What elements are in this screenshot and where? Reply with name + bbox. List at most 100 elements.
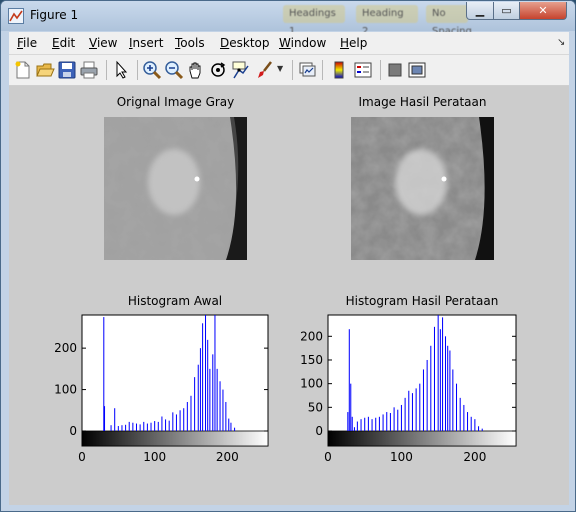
histogram-awal-bar	[128, 421, 130, 431]
histogram-awal-bar	[139, 424, 141, 431]
histogram-awal-bar	[125, 424, 127, 431]
histogram-awal-bar	[190, 395, 192, 431]
histogram-perataan-xtick-label: 100	[390, 450, 413, 464]
histogram-awal-ytick-label: 200	[54, 341, 77, 355]
histogram-perataan-ytick-label: 100	[300, 377, 323, 391]
toolbar-separator	[322, 60, 323, 80]
figure-toolbar: ▼	[9, 55, 569, 86]
histogram-perataan-bar	[404, 397, 406, 431]
histogram-perataan-bar	[400, 404, 402, 431]
hide-plot-tools-icon[interactable]	[385, 60, 405, 80]
histogram-awal-ytick-label: 100	[54, 383, 77, 397]
histogram-awal-bar	[143, 421, 145, 431]
histogram-perataan-xtick-label: 200	[463, 450, 486, 464]
menu-desktop[interactable]: Desktop	[220, 36, 270, 50]
background-tab: Heading 2	[356, 5, 418, 37]
dock-figure-icon[interactable]: ↘	[557, 37, 566, 48]
histogram-perataan-bar	[449, 350, 451, 431]
histogram-perataan-bar	[386, 412, 388, 431]
histogram-perataan-bar	[439, 329, 441, 431]
toolbar-separator	[106, 60, 107, 80]
histogram-perataan-bar	[447, 345, 449, 431]
brush-dropdown-icon[interactable]: ▼	[277, 64, 284, 73]
close-button[interactable]: ✕	[519, 2, 567, 20]
histogram-perataan-ytick-label: 0	[315, 424, 323, 438]
original-gray-image	[104, 117, 247, 260]
histogram-awal-bar	[117, 426, 119, 431]
histogram-perataan-bar	[422, 369, 424, 431]
histogram-perataan-colorbar	[327, 430, 517, 447]
colorbar-icon[interactable]	[329, 60, 349, 80]
histogram-awal-bar	[121, 425, 123, 431]
toolbar-separator	[137, 60, 138, 80]
title-bar[interactable]: Figure 1 Headings 1 Heading 2 No Spacing…	[1, 1, 575, 37]
legend-icon[interactable]	[353, 60, 373, 80]
histogram-perataan-bar	[459, 397, 461, 431]
link-plot-icon[interactable]	[297, 60, 317, 80]
data-cursor-icon[interactable]	[230, 60, 250, 80]
histogram-perataan-bar	[350, 383, 352, 431]
histogram-awal-bar	[209, 368, 211, 431]
histogram-awal-xtick-label: 100	[143, 450, 166, 464]
histogram-awal-bar	[179, 410, 181, 431]
minimize-button[interactable]: ▁	[466, 2, 494, 20]
histogram-awal-bar	[186, 402, 188, 431]
histogram-perataan-bar	[474, 419, 476, 431]
menu-insert[interactable]: Insert	[129, 36, 164, 50]
histogram-perataan-bar	[415, 388, 417, 431]
histogram-awal-bar	[197, 364, 199, 431]
histogram-awal-bar	[205, 315, 207, 431]
histogram-plots: Histogram Awal 0 100 200 0 100 200 Histogram Ha…	[54, 294, 517, 464]
histogram-awal-bar	[199, 348, 201, 431]
histogram-perataan-bar	[430, 345, 432, 431]
zoom-out-icon[interactable]	[164, 60, 184, 80]
top-left-title: Orignal Image Gray	[116, 95, 235, 109]
histogram-awal-bar	[222, 389, 224, 431]
histogram-perataan-xtick-label: 0	[324, 450, 332, 464]
show-plot-tools-icon[interactable]	[407, 60, 427, 80]
histogram-awal-bar	[114, 408, 116, 431]
figure-canvas: Orignal Image Gray Image Hasil Perataan	[9, 86, 569, 505]
histogram-awal-bar	[104, 406, 106, 431]
histogram-perataan-bar	[389, 413, 391, 431]
histogram-perataan-bar	[481, 428, 483, 431]
histogram-awal-bar	[214, 315, 216, 431]
pan-icon[interactable]	[186, 60, 206, 80]
maximize-button[interactable]: ▭	[493, 2, 520, 20]
background-tab: Headings 1	[283, 5, 345, 37]
print-icon[interactable]	[79, 60, 99, 80]
toolbar-separator	[292, 60, 293, 80]
histogram-perataan-bar	[353, 427, 355, 431]
histogram-perataan-bar	[426, 359, 428, 431]
histogram-perataan-bar	[367, 416, 369, 431]
edit-plot-icon[interactable]	[112, 60, 132, 80]
menu-file[interactable]: File	[17, 36, 38, 50]
histogram-awal-bar	[154, 421, 156, 431]
new-figure-icon[interactable]	[13, 60, 33, 80]
menu-view[interactable]: View	[89, 36, 118, 50]
histogram-awal-bar	[175, 414, 177, 431]
histogram-awal-bar	[216, 368, 218, 431]
open-file-icon[interactable]	[35, 60, 55, 80]
menu-window[interactable]: Window	[279, 36, 327, 50]
histogram-awal-bar	[225, 402, 227, 431]
histogram-awal-bar	[132, 422, 134, 431]
histogram-awal-bar	[202, 323, 204, 431]
histogram-perataan-bar	[347, 412, 349, 431]
histogram-awal-bar	[228, 418, 230, 431]
histogram-perataan-bar	[411, 393, 413, 431]
rotate-3d-icon[interactable]	[208, 60, 228, 80]
histogram-perataan-bar	[371, 419, 373, 431]
histogram-perataan-bar	[397, 409, 399, 431]
menu-edit[interactable]: Edit	[52, 36, 76, 50]
menu-help[interactable]: Help	[340, 36, 368, 50]
menu-tools[interactable]: Tools	[175, 36, 205, 50]
histogram-awal-bar	[234, 427, 236, 431]
zoom-in-icon[interactable]	[142, 60, 162, 80]
histogram-awal-bar	[194, 377, 196, 431]
save-icon[interactable]	[57, 60, 77, 80]
brush-icon[interactable]	[255, 60, 275, 80]
histogram-perataan-bar	[408, 390, 410, 431]
histogram-perataan-bar	[437, 315, 439, 431]
